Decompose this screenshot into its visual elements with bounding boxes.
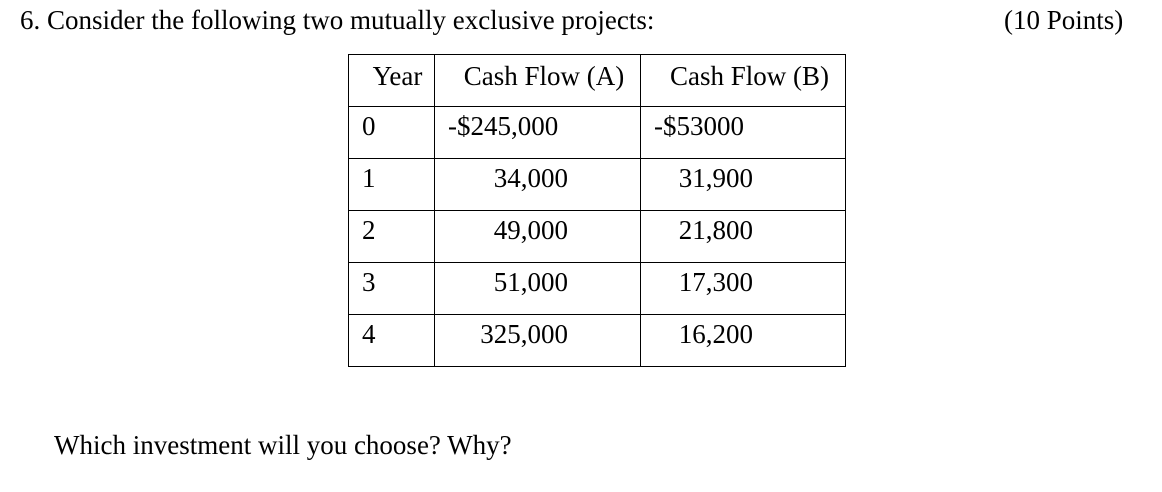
year-cell: 1 — [348, 158, 435, 211]
followup-question: Which investment will you choose? Why? — [54, 430, 512, 460]
cash-flow-table: Year Cash Flow (A) Cash Flow (B) 0 -$245… — [348, 54, 846, 367]
question-title: 6. Consider the following two mutually e… — [20, 5, 655, 35]
cash-flow-b-cell: 17,300 — [640, 262, 846, 315]
table-row: 2 49,000 21,800 — [348, 210, 846, 263]
header-year: Year — [348, 54, 435, 107]
header-cash-flow-b: Cash Flow (B) — [640, 54, 846, 107]
table-header-row: Year Cash Flow (A) Cash Flow (B) — [348, 54, 846, 107]
cash-flow-a-cell: -$245,000 — [434, 106, 641, 159]
year-cell: 4 — [348, 314, 435, 367]
cash-flow-b-cell: 16,200 — [640, 314, 846, 367]
cash-flow-a-cell: 34,000 — [434, 158, 641, 211]
cash-flow-b-cell: -$53000 — [640, 106, 846, 159]
header-cash-flow-a: Cash Flow (A) — [434, 54, 641, 107]
cash-flow-b-cell: 31,900 — [640, 158, 846, 211]
year-cell: 3 — [348, 262, 435, 315]
cash-flow-a-cell: 49,000 — [434, 210, 641, 263]
table-row: 1 34,000 31,900 — [348, 158, 846, 211]
cash-flow-b-cell: 21,800 — [640, 210, 846, 263]
cash-flow-a-cell: 51,000 — [434, 262, 641, 315]
table-row: 3 51,000 17,300 — [348, 262, 846, 315]
year-cell: 2 — [348, 210, 435, 263]
year-cell: 0 — [348, 106, 435, 159]
table-row: 0 -$245,000 -$53000 — [348, 106, 846, 159]
table-row: 4 325,000 16,200 — [348, 314, 846, 367]
points-label: (10 Points) — [1004, 5, 1124, 35]
cash-flow-a-cell: 325,000 — [434, 314, 641, 367]
